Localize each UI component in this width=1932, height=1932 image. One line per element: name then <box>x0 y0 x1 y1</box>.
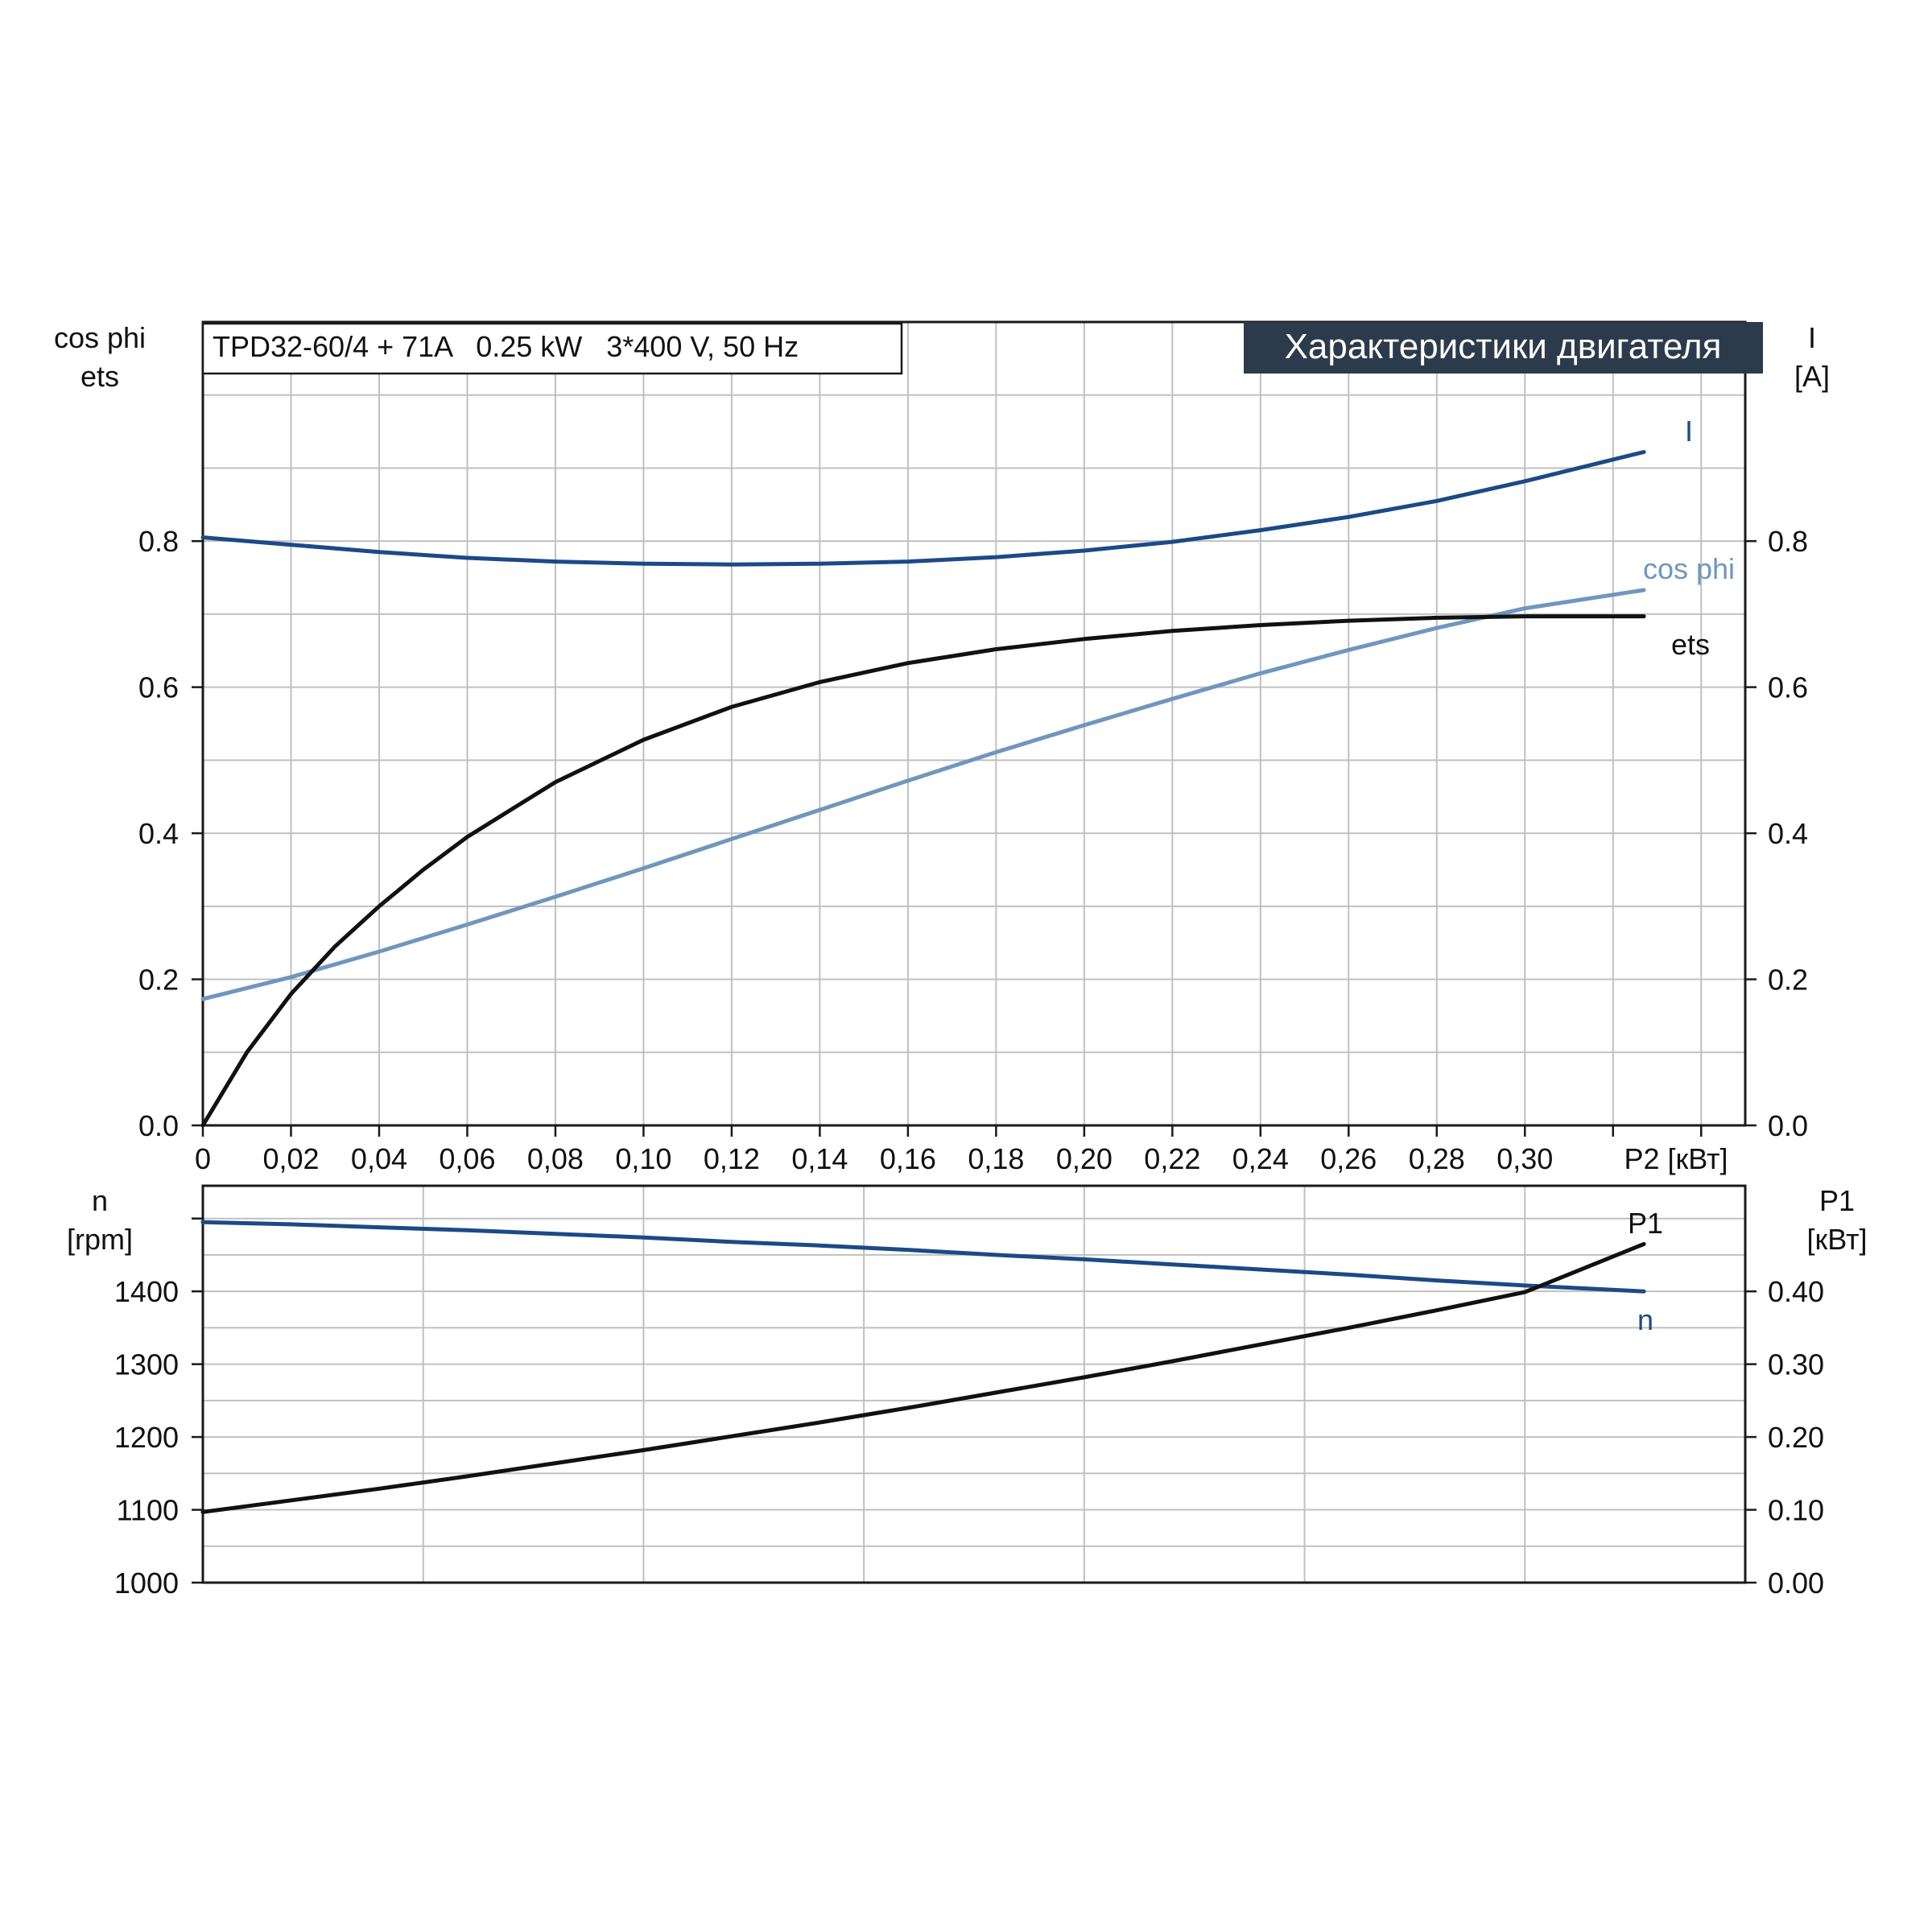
left-y-tick-label: 1000 <box>114 1567 179 1600</box>
right-y-tick-label: 0.30 <box>1768 1348 1824 1381</box>
bottom-plot-series <box>200 1220 1646 1514</box>
x-tick-label: 0,02 <box>262 1142 319 1175</box>
left-axis-label-eta: ets <box>80 360 119 393</box>
model-label: TPD32-60/4 + 71A 0.25 kW 3*400 V, 50 Hz <box>213 330 799 363</box>
x-tick-label: 0,06 <box>439 1142 495 1175</box>
bottom-plot-grid <box>203 1186 1745 1583</box>
x-tick-label: 0,26 <box>1320 1142 1377 1175</box>
top-plot-labels: 0 0,02 0,04 0,06 0,08 0,10 0,12 0,14 0,16 0,18 0,2… <box>54 321 1830 1175</box>
right-y-tick-label: 0.8 <box>1768 525 1808 558</box>
series-line-P1 <box>200 1241 1646 1514</box>
right-y-tick-label: 0.20 <box>1768 1421 1824 1454</box>
top-plot-series <box>200 450 1646 1128</box>
right-axis-label-p1: P1 <box>1819 1184 1855 1217</box>
right-y-tick-label: 0.10 <box>1768 1494 1824 1527</box>
series-label-cos-phi: cos phi <box>1643 552 1735 585</box>
left-y-tick-label: 0.6 <box>138 671 179 704</box>
series-label-n: n <box>1637 1303 1653 1336</box>
bottom-plot-ticks <box>192 1217 1757 1584</box>
bottom-plot-labels: 1000 1100 1200 1300 1400 0.00 0.10 0.20 0.30 0.40… <box>67 1184 1868 1600</box>
series-line-I <box>200 450 1646 567</box>
x-tick-label: 0,30 <box>1496 1142 1553 1175</box>
series-line-n <box>200 1220 1646 1294</box>
top-plot-ticks <box>192 539 1757 1137</box>
right-axis-label-current: I <box>1808 321 1816 354</box>
series-line-ets <box>200 614 1646 1128</box>
left-y-tick-label: 1200 <box>114 1421 179 1454</box>
series-label-I: I <box>1685 415 1693 448</box>
x-tick-label: 0,14 <box>791 1142 848 1175</box>
right-y-tick-label: 0.00 <box>1768 1567 1824 1600</box>
x-axis-label: P2 [кВт] <box>1624 1142 1728 1175</box>
section-title-box <box>1244 322 1763 374</box>
right-axis-label-unit: [A] <box>1794 360 1830 393</box>
left-y-tick-label: 1100 <box>117 1494 179 1527</box>
left-y-tick-label: 0.2 <box>138 964 179 997</box>
x-tick-label: 0,24 <box>1232 1142 1289 1175</box>
series-label-ets: ets <box>1671 628 1710 661</box>
top-plot-frame <box>201 320 1747 1127</box>
x-tick-label: 0,16 <box>880 1142 936 1175</box>
section-title: Характеристики двигателя <box>1285 327 1722 366</box>
x-tick-label: 0,04 <box>351 1142 407 1175</box>
x-tick-label: 0,10 <box>615 1142 671 1175</box>
right-axis-label-unit: [кВт] <box>1806 1223 1867 1256</box>
x-tick-label: 0,20 <box>1056 1142 1113 1175</box>
series-line-cos-phi <box>200 588 1646 1001</box>
x-tick-label: 0 <box>195 1142 211 1175</box>
left-axis-label-cos-phi: cos phi <box>54 321 146 354</box>
right-y-tick-label: 0.4 <box>1768 817 1808 850</box>
bottom-plot-frame <box>201 1184 1747 1584</box>
x-tick-label: 0,22 <box>1144 1142 1200 1175</box>
model-label-box <box>201 322 903 375</box>
left-y-tick-label: 1300 <box>114 1348 179 1381</box>
x-tick-label: 0,28 <box>1409 1142 1465 1175</box>
right-y-tick-label: 0.40 <box>1768 1275 1824 1308</box>
top-plot-grid <box>203 322 1745 1125</box>
left-y-tick-label: 0.4 <box>138 817 179 850</box>
series-label-P1: P1 <box>1628 1207 1663 1240</box>
left-axis-label-rpm: [rpm] <box>67 1223 133 1256</box>
left-y-tick-label: 0.0 <box>138 1109 179 1142</box>
left-axis-label-n: n <box>92 1184 108 1217</box>
x-tick-label: 0,12 <box>704 1142 760 1175</box>
x-tick-label: 0,08 <box>527 1142 584 1175</box>
left-y-tick-label: 0.8 <box>138 525 179 558</box>
right-y-tick-label: 0.6 <box>1768 671 1808 704</box>
right-y-tick-label: 0.0 <box>1768 1109 1808 1142</box>
right-y-tick-label: 0.2 <box>1768 964 1808 997</box>
left-y-tick-label: 1400 <box>114 1275 179 1308</box>
x-tick-label: 0,18 <box>968 1142 1024 1175</box>
